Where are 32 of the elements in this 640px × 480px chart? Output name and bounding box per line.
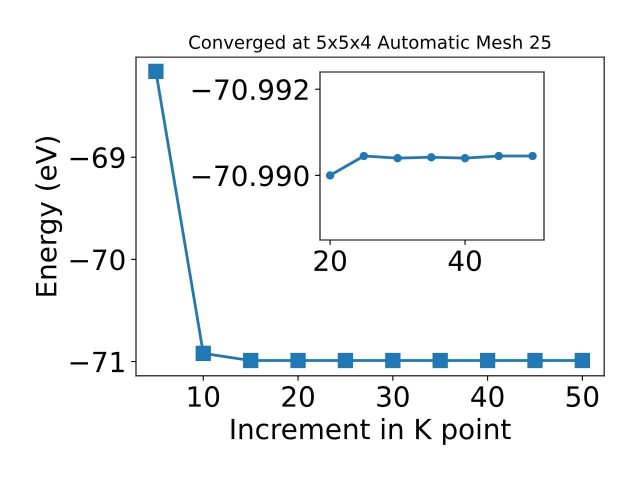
x-tick-label: 30 xyxy=(377,386,409,408)
point xyxy=(574,352,590,368)
y-tick-label: −70 xyxy=(70,249,124,270)
point xyxy=(480,352,496,368)
chart-title: Converged at 5x5x4 Automatic Mesh 25 xyxy=(189,35,550,53)
point xyxy=(528,152,537,160)
y-tick-label: −69 xyxy=(70,147,124,168)
point xyxy=(527,352,543,368)
y-tick-label: −71 xyxy=(70,352,124,372)
point xyxy=(427,153,436,162)
y-tick-label: −70.992 xyxy=(192,79,308,100)
y-tick-label: −70.990 xyxy=(192,165,308,186)
x-tick-label: 40 xyxy=(471,386,504,408)
x-tick-label: 10 xyxy=(188,386,220,408)
point xyxy=(385,352,400,368)
point xyxy=(326,171,334,180)
point xyxy=(243,352,258,368)
point xyxy=(196,346,211,362)
y-axis-title: Energy (eV) xyxy=(35,136,62,296)
x-tick-label: 50 xyxy=(566,386,598,408)
point xyxy=(460,154,470,162)
point xyxy=(494,152,503,160)
x-tick-label: 40 xyxy=(448,250,481,272)
point xyxy=(393,154,402,162)
x-axis-title: Increment in K point xyxy=(232,418,511,445)
point xyxy=(148,64,164,80)
x-tick-label: 20 xyxy=(314,250,346,272)
x-tick-label: 20 xyxy=(282,386,314,408)
point xyxy=(338,352,354,368)
point xyxy=(432,352,448,368)
point xyxy=(360,152,368,160)
point xyxy=(290,352,306,368)
